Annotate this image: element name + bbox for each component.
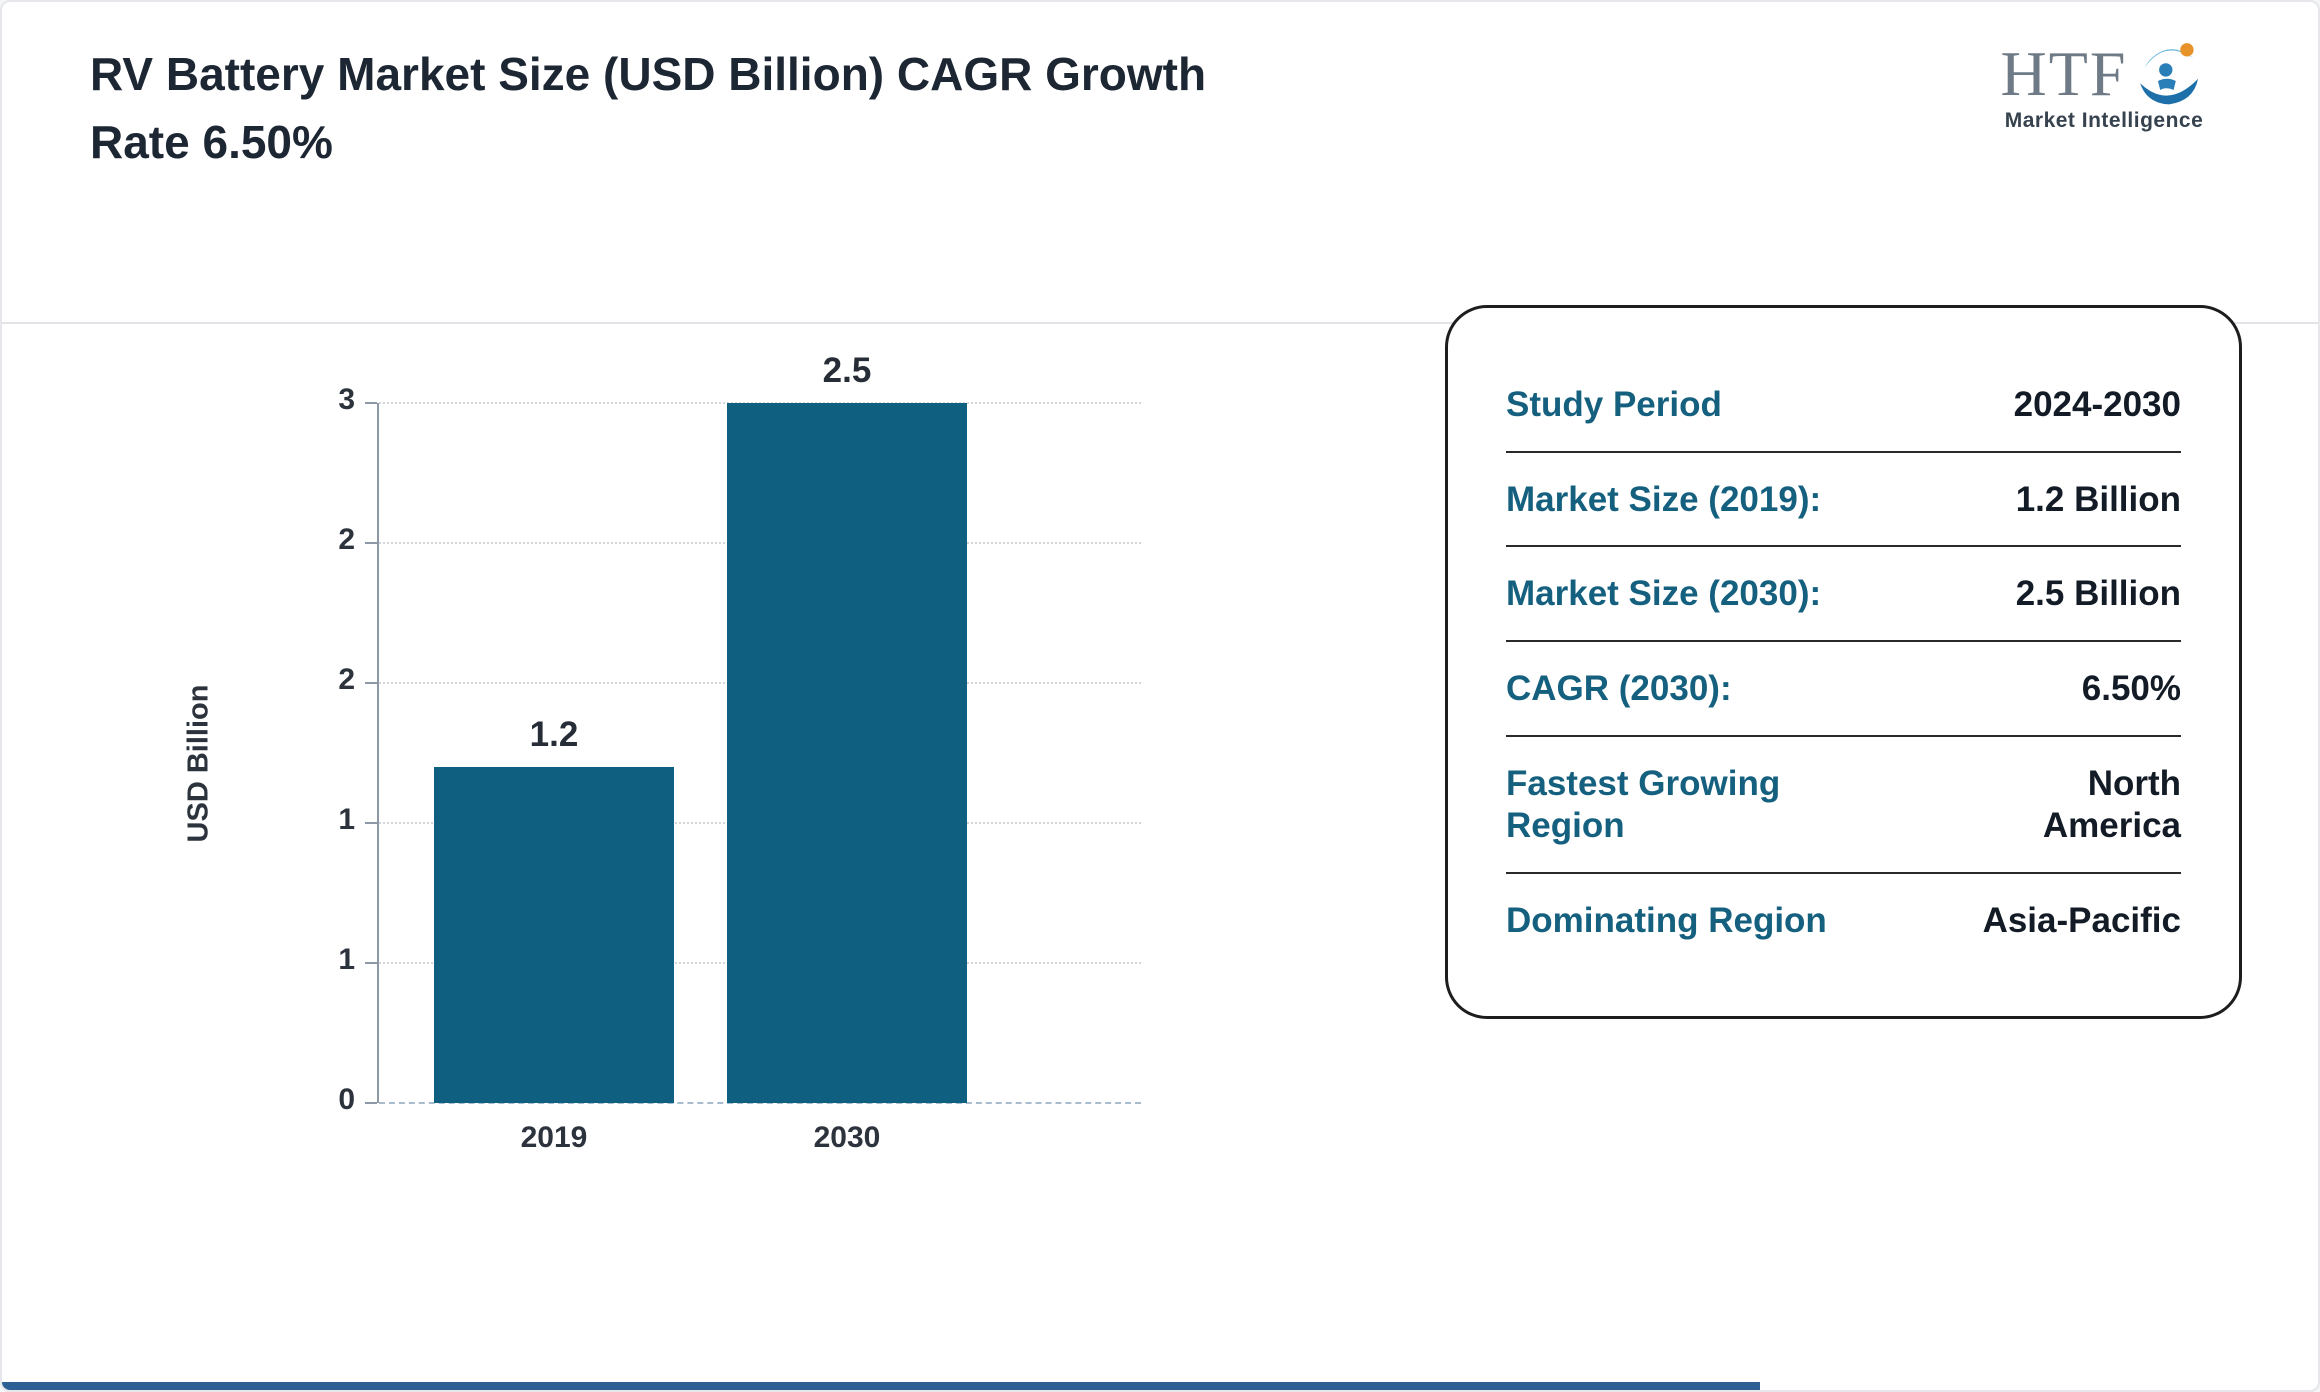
- info-row-value: 1.2 Billion: [2015, 479, 2181, 519]
- y-tick-mark: [365, 682, 377, 684]
- info-row: Fastest Growing Region North America: [1506, 737, 2181, 875]
- info-row-label: Fastest Growing Region: [1506, 763, 1781, 846]
- header-divider: [2, 322, 2318, 324]
- info-row-label: Study Period: [1506, 385, 1722, 424]
- info-row-value: North America: [2042, 763, 2181, 846]
- bottom-accent-bar: [2, 1382, 1760, 1390]
- y-tick-label: 1: [338, 803, 355, 836]
- y-tick-mark: [365, 542, 377, 544]
- info-row: Study Period 2024-2030: [1506, 358, 2181, 453]
- y-axis-title: USD Billion: [182, 684, 215, 843]
- y-tick-mark: [365, 1102, 377, 1104]
- info-row-value: 2024-2030: [2013, 385, 2181, 424]
- info-row-value: 6.50%: [2081, 669, 2181, 709]
- info-row-value: 2.5 Billion: [2015, 574, 2181, 614]
- info-row-label: Market Size (2030):: [1506, 574, 1822, 614]
- y-axis-line: [377, 403, 379, 1103]
- info-row: CAGR (2030): 6.50%: [1506, 642, 2181, 737]
- bar-2030: [727, 403, 967, 1103]
- bar-2019: [434, 767, 674, 1103]
- logo-subtext: Market Intelligence: [2004, 109, 2204, 132]
- x-tick-label: 2030: [813, 1121, 881, 1154]
- info-row-label: CAGR (2030):: [1506, 669, 1732, 709]
- x-tick-label: 2019: [520, 1121, 588, 1154]
- info-row-label: Market Size (2019):: [1506, 479, 1822, 519]
- logo-swirl-icon: [2129, 32, 2207, 115]
- y-tick-mark: [365, 822, 377, 824]
- y-tick-mark: [365, 402, 377, 404]
- bar-value-label: 2.5: [822, 351, 872, 390]
- info-row: Dominating Region Asia-Pacific: [1506, 874, 2181, 967]
- page-title: RV Battery Market Size (USD Billion) CAG…: [90, 48, 1207, 169]
- y-tick-label: 2: [338, 663, 355, 696]
- info-row-value: Asia-Pacific: [1982, 901, 2181, 941]
- x-axis-baseline: [379, 1102, 1141, 1104]
- brand-logo: HTF Market Intelligence: [1974, 32, 2234, 133]
- info-row-label: Dominating Region: [1506, 901, 1827, 941]
- y-tick-label: 1: [338, 943, 355, 976]
- y-tick-label: 3: [338, 383, 355, 416]
- bar-value-label: 1.2: [529, 715, 579, 754]
- info-row: Market Size (2030): 2.5 Billion: [1506, 547, 2181, 643]
- logo-text: HTF: [2000, 37, 2128, 109]
- y-tick-label: 2: [338, 523, 355, 556]
- y-tick-mark: [365, 962, 377, 964]
- info-row: Market Size (2019): 1.2 Billion: [1506, 453, 2181, 548]
- info-card: Study Period 2024-2030 Market Size (2019):…: [1445, 305, 2242, 1019]
- y-tick-label: 0: [338, 1083, 355, 1116]
- plot-area: 0 1 1 2 2 3 1.2 2019 2.5 2030: [338, 351, 1141, 1154]
